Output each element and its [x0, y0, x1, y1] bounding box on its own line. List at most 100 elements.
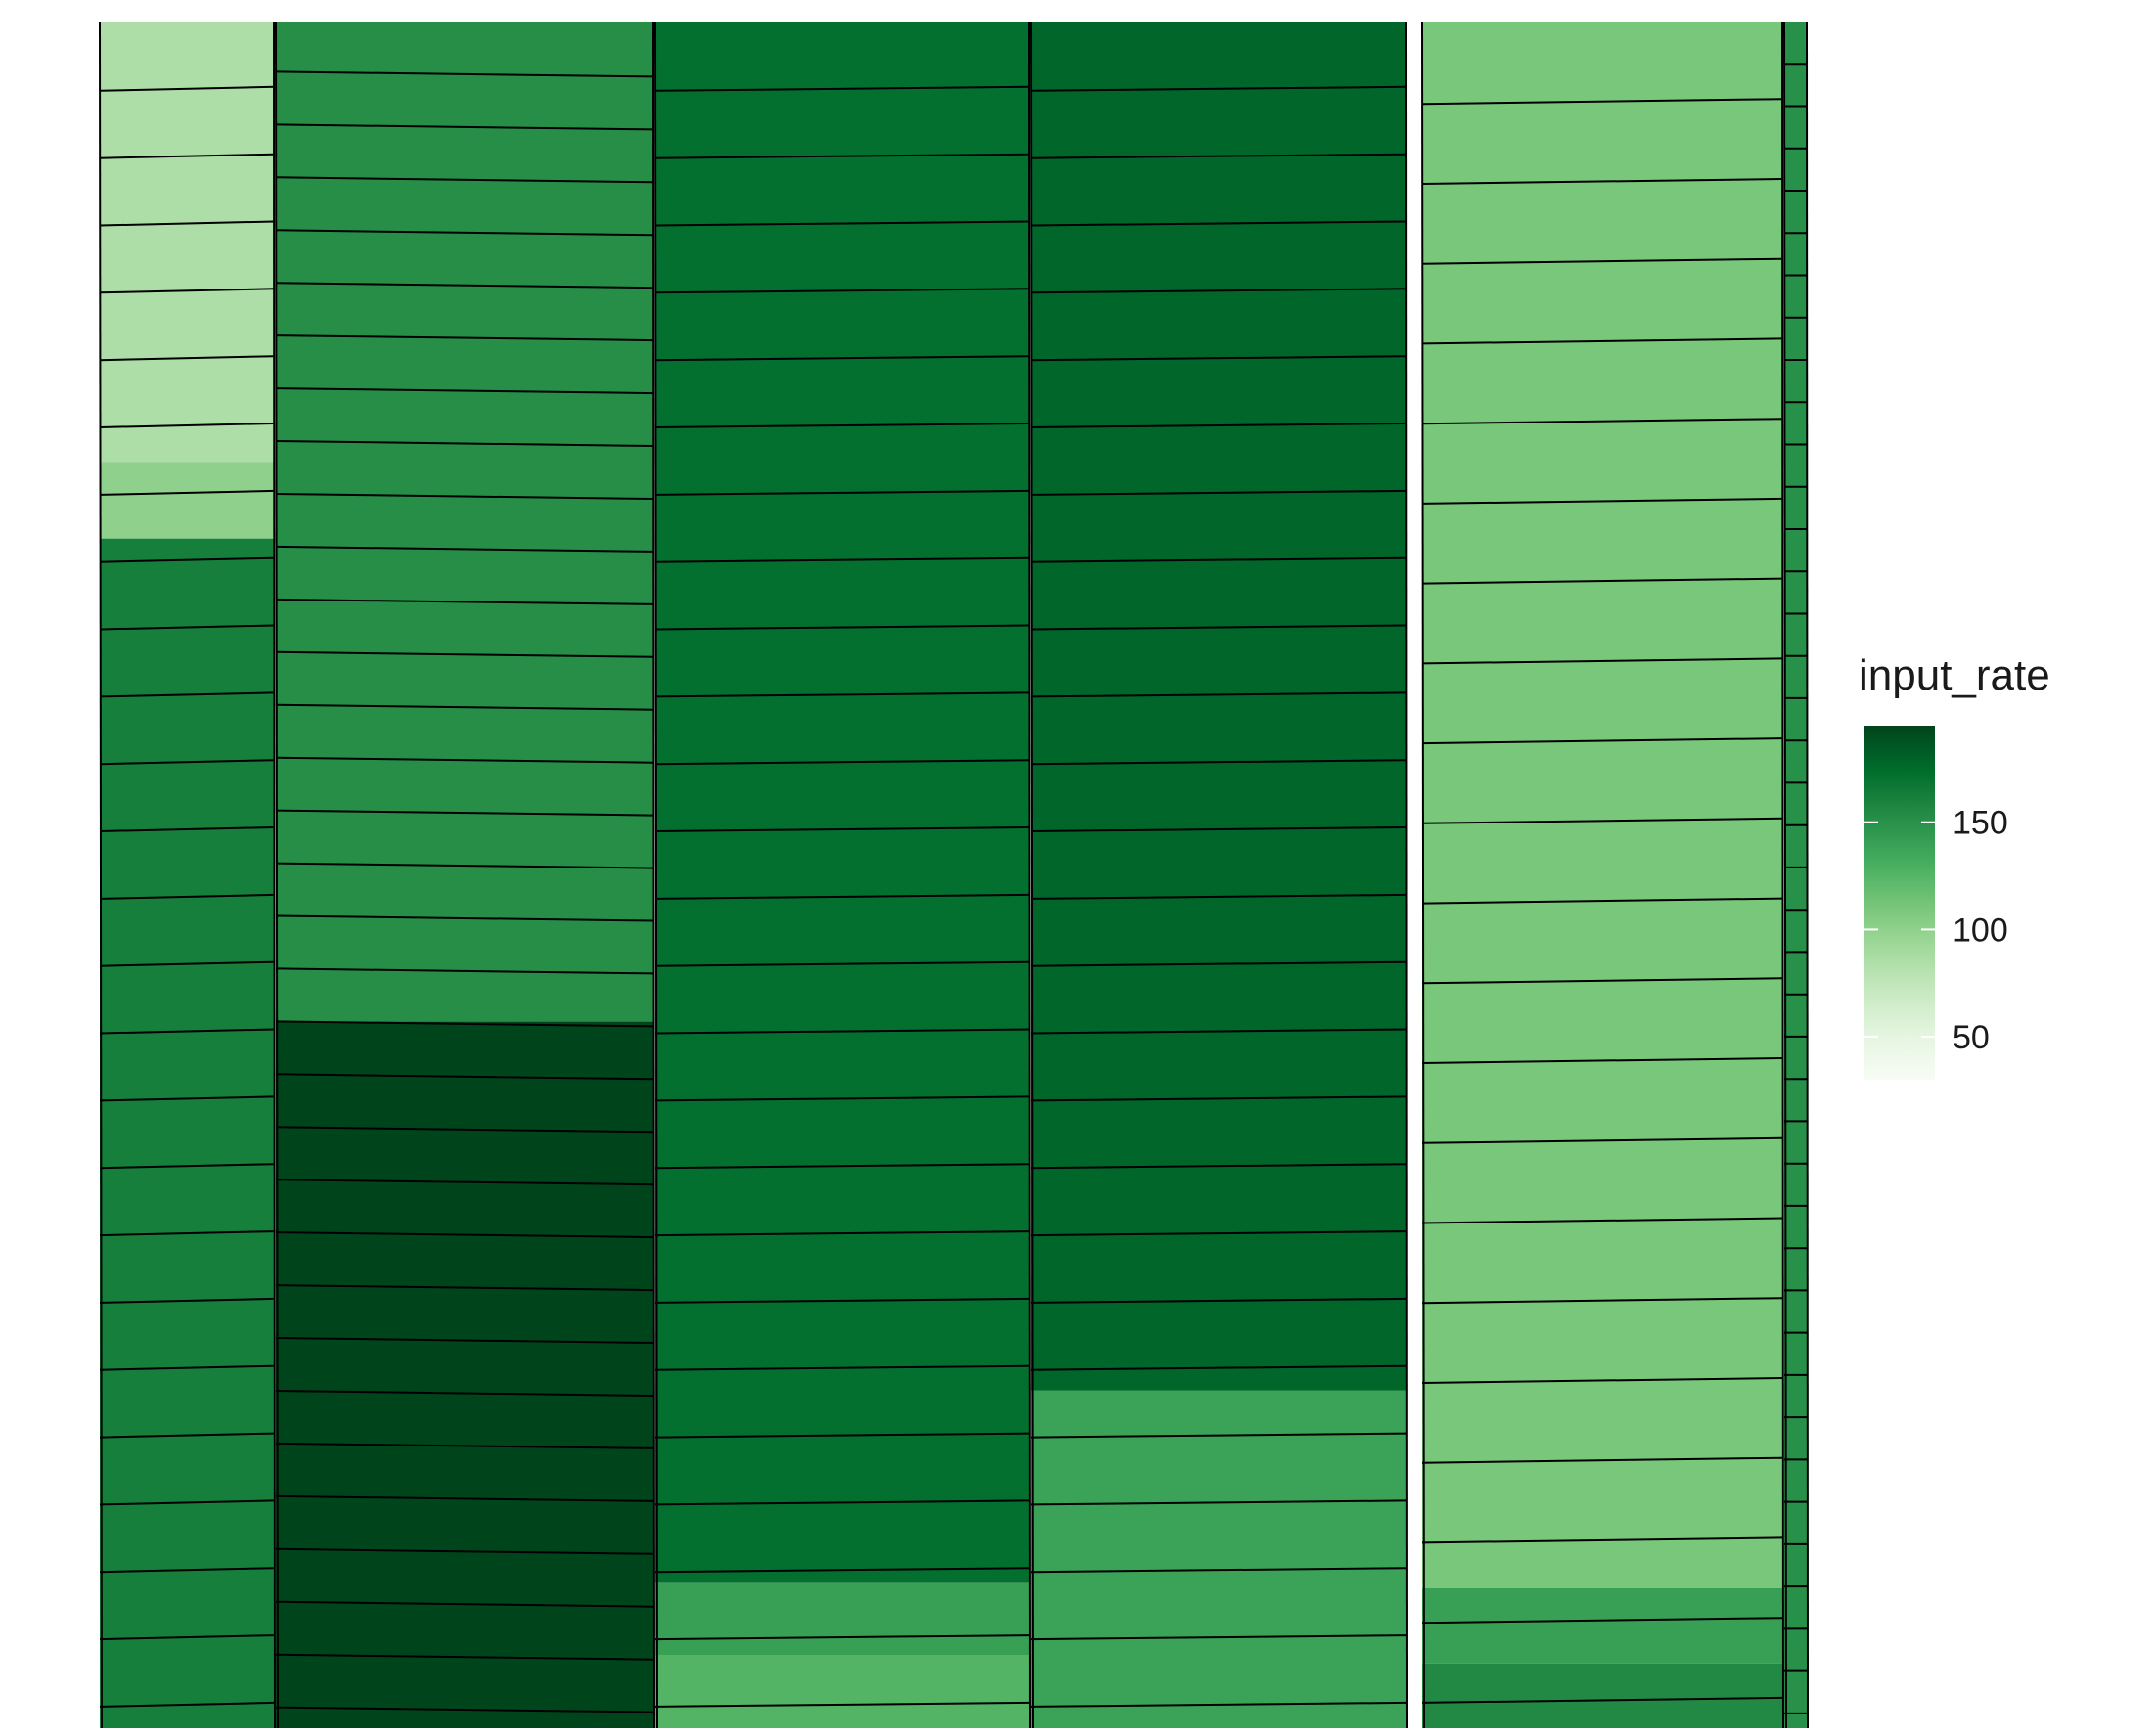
- strip-1-cell-boundary: [99, 489, 275, 496]
- strip-2-cell-boundary: [275, 1020, 654, 1028]
- strip-1-edge: [99, 21, 103, 1729]
- strip-2-cell-boundary: [275, 650, 654, 658]
- strip-1-cell-boundary: [99, 220, 275, 227]
- strip-3-cell-boundary: [654, 960, 1030, 967]
- strip-4-cell-boundary: [1030, 1230, 1407, 1237]
- strip-3-segment-3: [655, 1655, 1029, 1728]
- strip-4-cell-boundary: [1030, 288, 1407, 294]
- strip-4-cell-boundary: [1030, 1364, 1407, 1371]
- strip-1-cell-boundary: [99, 826, 275, 832]
- strip-4-cell-boundary: [1030, 624, 1407, 631]
- strip-5: [1421, 21, 1784, 1729]
- strip-3-cell-boundary: [654, 1163, 1030, 1170]
- strip-1-cell-boundary: [99, 355, 275, 362]
- strip-2-cell-boundary: [275, 282, 654, 289]
- strip-3-cell-boundary: [654, 1499, 1030, 1506]
- strip-5-edge: [1781, 21, 1784, 1729]
- strip-5-cell-boundary: [1421, 257, 1783, 265]
- strip-2-cell-boundary: [275, 967, 654, 975]
- strip-3-edge: [654, 21, 658, 1729]
- strip-4-cell-boundary: [1030, 1701, 1407, 1708]
- strip-3-cell-boundary: [654, 1634, 1030, 1641]
- strip-2-cell-boundary: [275, 1600, 654, 1608]
- strip-4-cell-boundary: [1030, 1634, 1407, 1641]
- strip-2-cell-boundary: [275, 1547, 654, 1555]
- strip-4-segment-2: [1031, 1390, 1406, 1728]
- strip-3-cell-boundary: [654, 1567, 1030, 1574]
- colorbar-ticks: 50 100 150: [1864, 805, 2008, 1056]
- strip-1-cell-boundary: [99, 85, 275, 92]
- strip-2-cell-boundary: [275, 809, 654, 817]
- strip-5-segment-1: [1422, 22, 1782, 1588]
- strip-3-cell-boundary: [654, 153, 1030, 159]
- strip-1-segment-1: [100, 22, 274, 463]
- strip-5-cell-boundary: [1421, 577, 1783, 585]
- strip-1-cell-boundary: [99, 1634, 275, 1641]
- strip-3-segment-2: [655, 1582, 1029, 1655]
- strip-2-cell-boundary: [275, 1231, 654, 1239]
- strip-3-cell-boundary: [654, 220, 1030, 227]
- strip-1-cell-boundary: [99, 1028, 275, 1035]
- strip-2-segment-1: [276, 22, 653, 1022]
- strip-4-cell-boundary: [1030, 423, 1407, 428]
- strip-5-cell-boundary: [1421, 1536, 1783, 1544]
- strip-1-cell-boundary: [99, 1364, 275, 1371]
- strip-3-cell-boundary: [654, 1230, 1030, 1237]
- strip-1-cell-boundary: [99, 1095, 275, 1102]
- strip-4-cell-boundary: [1030, 220, 1407, 227]
- strip-3: [654, 21, 1031, 1729]
- strip-2-cell-boundary: [275, 1653, 654, 1661]
- strip-5-cell-boundary: [1421, 1217, 1783, 1224]
- strip-3-cell-boundary: [654, 1432, 1030, 1439]
- strip-5-segment-2: [1422, 1587, 1782, 1664]
- strip-4-cell-boundary: [1030, 1567, 1407, 1574]
- strip-4-cell-boundary: [1030, 826, 1407, 832]
- strip-3-cell-boundary: [654, 1028, 1030, 1035]
- strip-4-cell-boundary: [1030, 153, 1407, 159]
- colorbar-tick-label: 100: [1953, 912, 2008, 949]
- strip-5-cell-boundary: [1421, 1377, 1783, 1384]
- strip-1: [99, 21, 276, 1729]
- strip-1-cell-boundary: [99, 1499, 275, 1506]
- strip-2-cell-boundary: [275, 1494, 654, 1502]
- strip-2-cell-boundary: [275, 598, 654, 605]
- strip-4-edge: [1030, 21, 1034, 1729]
- strip-2-cell-boundary: [275, 1390, 654, 1397]
- strip-2-cell-boundary: [275, 1706, 654, 1713]
- strip-2-cell-boundary: [275, 70, 654, 78]
- strip-1-cell-boundary: [99, 1567, 275, 1574]
- strip-5-cell-boundary: [1421, 1057, 1783, 1064]
- strip-2-cell-boundary: [275, 1442, 654, 1449]
- strip-4-edge: [1405, 21, 1408, 1729]
- strip-1-cell-boundary: [99, 423, 275, 428]
- strip-6-edge: [1806, 21, 1809, 1729]
- strip-4-cell-boundary: [1030, 759, 1407, 766]
- strip-2-cell-boundary: [275, 1126, 654, 1134]
- strip-1-cell-boundary: [99, 759, 275, 766]
- strip-2-cell-boundary: [275, 123, 654, 131]
- strip-6: [1783, 21, 1809, 1729]
- colorbar-tick-label: 50: [1953, 1019, 1990, 1056]
- strip-5-cell-boundary: [1421, 1617, 1783, 1624]
- strip-2-cell-boundary: [275, 914, 654, 922]
- strip-3-cell-boundary: [654, 489, 1030, 496]
- strip-5-cell-boundary: [1421, 98, 1783, 106]
- strip-4-cell-boundary: [1030, 85, 1407, 92]
- strip-1-cell-boundary: [99, 1163, 275, 1170]
- strip-1-segment-2: [100, 462, 274, 539]
- strip-4-cell-boundary: [1030, 1163, 1407, 1170]
- strip-4-cell-boundary: [1030, 960, 1407, 967]
- strip-3-edge: [1028, 21, 1031, 1729]
- strip-3-cell-boundary: [654, 759, 1030, 766]
- strip-2-cell-boundary: [275, 703, 654, 711]
- strip-5-edge: [1421, 21, 1425, 1729]
- strip-2-cell-boundary: [275, 176, 654, 184]
- strip-2-cell-boundary: [275, 493, 654, 500]
- strip-2-cell-boundary: [275, 229, 654, 237]
- strip-3-cell-boundary: [654, 1364, 1030, 1371]
- strip-4-cell-boundary: [1030, 893, 1407, 900]
- strip-4-cell-boundary: [1030, 1499, 1407, 1506]
- strip-4-cell-boundary: [1030, 355, 1407, 362]
- strip-5-cell-boundary: [1421, 337, 1783, 345]
